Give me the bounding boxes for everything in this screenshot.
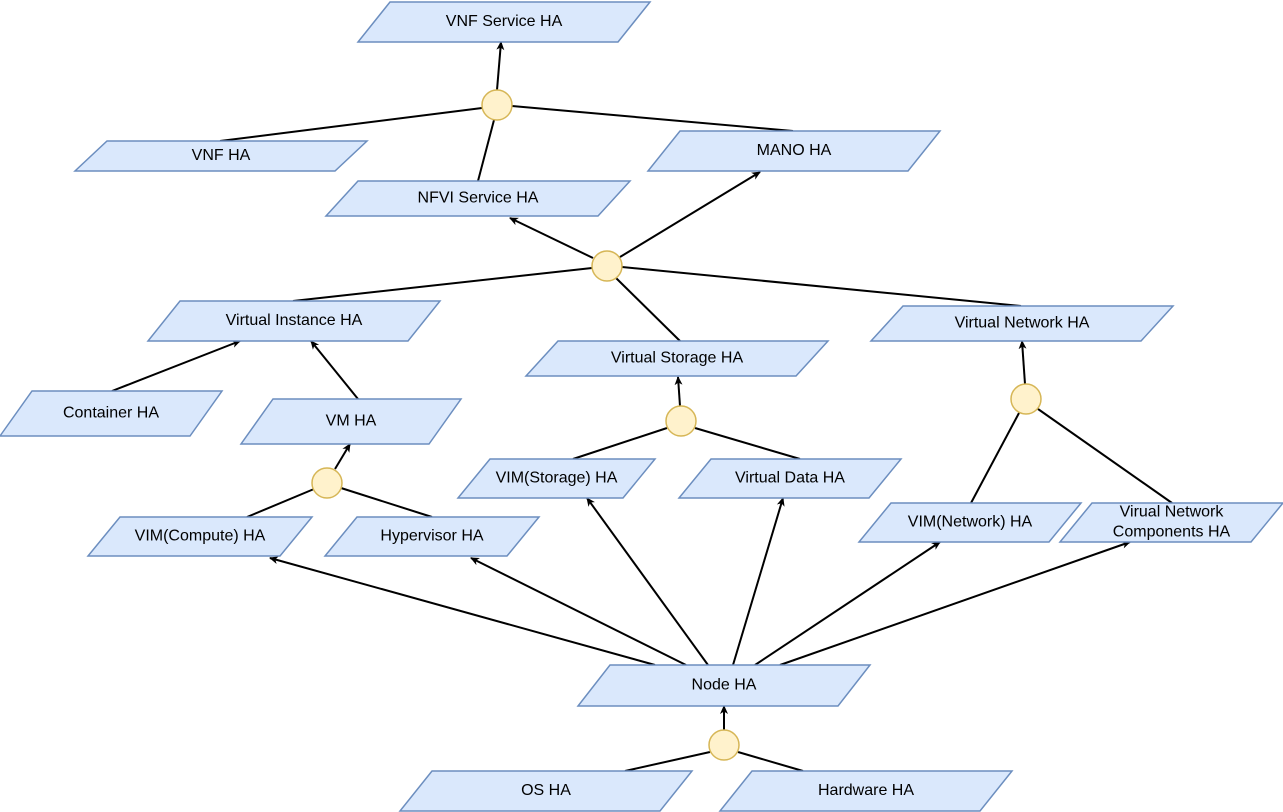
edges bbox=[111, 41, 1173, 772]
node-label: Virual Network bbox=[1120, 504, 1225, 521]
edge bbox=[246, 488, 315, 518]
node-label: VNF HA bbox=[192, 147, 251, 164]
junction bbox=[708, 729, 740, 761]
edge bbox=[509, 217, 594, 259]
edge bbox=[586, 497, 709, 666]
edge bbox=[621, 266, 1022, 307]
node-label: MANO HA bbox=[757, 142, 832, 159]
node-label: Hypervisor HA bbox=[380, 528, 483, 545]
junction bbox=[311, 467, 343, 499]
node-label: Virtual Instance HA bbox=[226, 312, 363, 329]
edge bbox=[496, 41, 505, 91]
node-shape bbox=[869, 305, 1175, 342]
node-shape bbox=[0, 390, 224, 437]
edge bbox=[470, 557, 687, 666]
node-label: VNF Service HA bbox=[446, 13, 563, 30]
node-shape bbox=[398, 770, 694, 812]
node-shape bbox=[646, 130, 942, 172]
edge bbox=[477, 119, 495, 182]
junction bbox=[665, 405, 697, 437]
node-label: VIM(Network) HA bbox=[908, 514, 1033, 531]
node-shape bbox=[324, 180, 632, 217]
node-shape bbox=[456, 458, 657, 499]
edge bbox=[615, 277, 681, 342]
node-shape bbox=[356, 1, 652, 43]
edge bbox=[779, 540, 1131, 666]
node-label: Virtual Data HA bbox=[735, 470, 845, 487]
edge bbox=[340, 487, 433, 518]
edge bbox=[111, 340, 241, 392]
node-label: VM HA bbox=[326, 413, 377, 430]
edge bbox=[754, 541, 941, 666]
junction bbox=[481, 89, 513, 121]
node-shape bbox=[576, 664, 872, 707]
node-label: Virtual Network HA bbox=[955, 315, 1090, 332]
edge bbox=[1018, 340, 1027, 385]
node-shape bbox=[1058, 502, 1283, 543]
edge bbox=[970, 412, 1020, 504]
edge bbox=[624, 751, 711, 772]
node-label: Node HA bbox=[692, 677, 757, 694]
node-shape bbox=[146, 300, 442, 342]
node-label: VIM(Storage) HA bbox=[496, 470, 618, 487]
edge bbox=[219, 107, 483, 142]
node-shape bbox=[86, 516, 314, 557]
node-label: NFVI Service HA bbox=[418, 190, 539, 207]
node-shape bbox=[239, 398, 463, 445]
node-shape bbox=[323, 516, 541, 557]
node-shape bbox=[857, 502, 1083, 543]
edge bbox=[732, 497, 785, 666]
node-label: VIM(Compute) HA bbox=[135, 528, 266, 545]
node-shape bbox=[73, 140, 369, 172]
edge bbox=[619, 171, 761, 258]
edge bbox=[694, 427, 801, 460]
node-label: Virtual Storage HA bbox=[611, 350, 744, 367]
node-label: Container HA bbox=[63, 405, 159, 422]
edge bbox=[292, 267, 593, 302]
edge bbox=[674, 376, 683, 407]
edge bbox=[310, 340, 359, 400]
junction bbox=[1010, 383, 1042, 415]
node-shape bbox=[677, 458, 903, 499]
edge bbox=[511, 105, 794, 132]
node-shape bbox=[718, 770, 1014, 812]
node-label: Hardware HA bbox=[818, 782, 914, 799]
node-shape bbox=[524, 340, 830, 377]
edge bbox=[269, 556, 656, 666]
node-label: OS HA bbox=[521, 782, 571, 799]
node-label: Components HA bbox=[1113, 524, 1231, 541]
edge bbox=[572, 427, 668, 460]
edge bbox=[334, 443, 351, 470]
edge bbox=[1037, 408, 1173, 504]
junction bbox=[591, 250, 623, 282]
edge bbox=[737, 751, 804, 772]
